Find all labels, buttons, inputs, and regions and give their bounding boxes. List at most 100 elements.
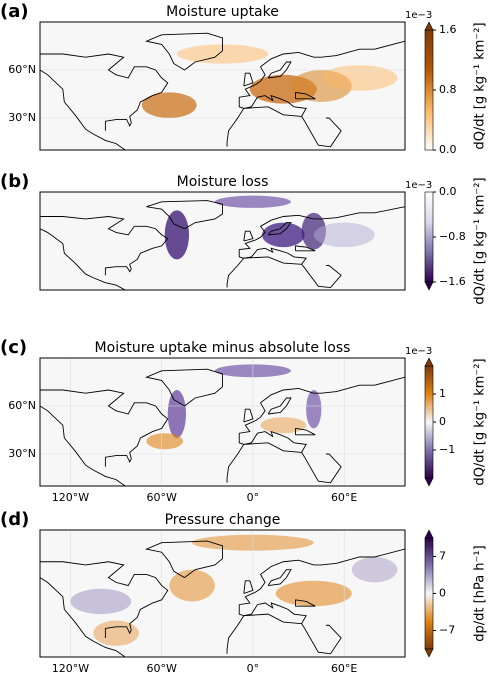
coastline [243,247,307,265]
shading [275,580,352,607]
coastline [243,230,254,242]
map-frame [39,529,406,658]
colorbar-tick-label: 1 [439,387,446,400]
colorbar-tick-label: −0.8 [439,230,466,243]
coastline [301,452,342,484]
shading [313,222,375,248]
panel-label: (d) [0,509,29,530]
colorbar [424,29,434,151]
colorbar [424,537,434,650]
colorbar-label: dp/dt [hPa h⁻¹] [473,545,488,641]
colorbar-exponent: 1e−3 [405,180,432,191]
coastline [267,569,292,587]
coastline [144,540,223,579]
coastline [295,427,316,436]
coastline [40,216,169,276]
colorbar-tick-label: 1.6 [439,23,457,36]
panel-title: Moisture uptake minus absolute loss [95,340,351,356]
x-tick-label: 0° [247,491,260,504]
colorbar-extend [424,529,434,539]
coastline [295,245,316,252]
shading [176,44,269,64]
panel-title: Moisture loss [177,174,269,190]
colorbar-label: dQ/dt [g kg⁻¹ km⁻²] [473,358,488,485]
coastline [226,206,405,288]
coastline [40,577,127,657]
colorbar-tick-label: 0.0 [439,185,457,198]
coastline [267,397,292,415]
shading [262,222,305,248]
colorbar-extend [424,21,434,31]
shading [93,620,139,646]
panel-label: (a) [0,1,29,22]
coastline [40,405,127,486]
colorbar-tick-label: 0 [439,415,446,428]
coastline [40,389,169,467]
colorbar-label: dQ/dt [g kg⁻¹ km⁻²] [473,22,488,149]
x-tick-label: 60°W [146,662,176,675]
x-tick-label: 60°E [331,662,357,675]
colorbar-tick-label: −1 [439,443,455,456]
shading [351,556,398,583]
colorbar-exponent: 1e−3 [405,346,432,357]
shading [214,195,291,208]
coastline [301,263,342,289]
x-tick-label: 120°W [52,662,89,675]
map-frame [39,191,406,291]
shading [70,588,132,615]
colorbar-label: dQ/dt [g kg⁻¹ km⁻²] [473,177,488,304]
coastline [243,94,307,117]
colorbar-exponent: 1e−3 [405,10,432,21]
shading [167,390,186,438]
coastline [243,602,307,625]
coastline [301,116,342,148]
panel-label: (c) [0,337,27,358]
map [40,192,405,290]
coastline [295,599,316,607]
colorbar-tick-label: 0.8 [439,83,457,96]
y-tick-label: 60°N [8,399,36,412]
x-tick-label: 60°E [331,491,357,504]
map [40,530,405,657]
shading [146,433,183,450]
colorbar-tick-label: −7 [439,624,455,637]
x-tick-label: 60°W [146,491,176,504]
coastline [146,200,223,230]
shading [321,65,398,91]
y-tick-label: 30°N [8,111,36,124]
coastline [144,32,223,71]
coastline [243,580,254,594]
coastline [301,623,342,655]
shading [260,417,307,434]
coastline [267,61,292,79]
coastline [243,430,307,453]
shading [141,92,197,118]
map-frame [39,357,406,487]
colorbar-tick-label: −1.6 [439,275,466,288]
map-frame [39,21,406,151]
coastline [243,72,254,87]
colorbar-extend [424,281,434,291]
shading [164,210,190,260]
coastline [40,228,127,290]
panel-label: (b) [0,171,29,192]
colorbar [424,191,434,283]
colorbar [424,365,434,479]
y-tick-label: 30°N [8,447,36,460]
coastline [295,91,316,100]
colorbar-extend [424,648,434,658]
x-tick-label: 120°W [52,491,89,504]
coastline [40,69,127,150]
x-tick-label: 0° [247,662,260,675]
colorbar-tick-label: 0 [439,587,446,600]
map [40,358,405,486]
colorbar-tick-label: 0.0 [439,143,457,156]
coastline [40,53,169,131]
shading [306,390,322,429]
coastline [40,561,169,638]
coastline [243,408,254,423]
coastline [267,222,292,236]
panel-title: Pressure change [165,512,281,528]
coastline [226,40,405,147]
